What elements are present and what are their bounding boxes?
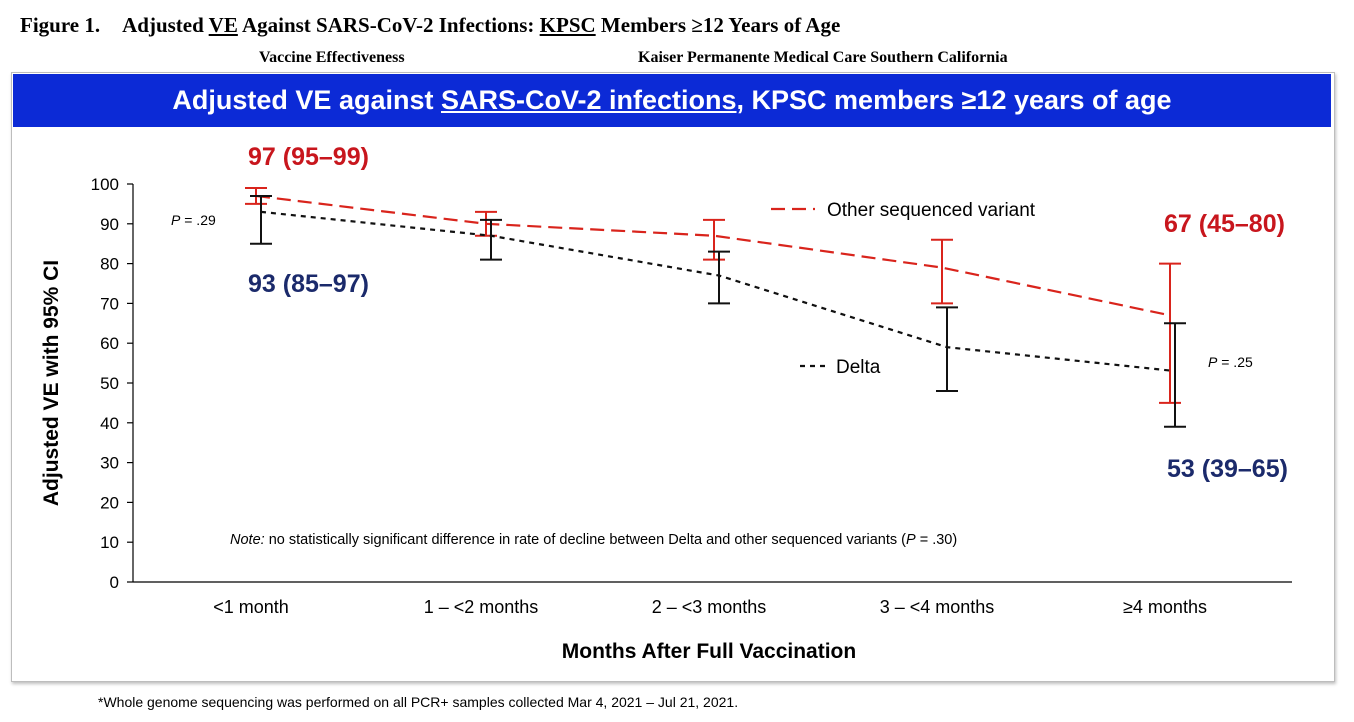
- figure-title-ve: VE: [208, 13, 238, 37]
- y-tick-label: 80: [100, 255, 119, 274]
- y-tick-label: 10: [100, 533, 119, 552]
- p-value-first: P = .29: [171, 212, 216, 228]
- y-tick-label: 50: [100, 374, 119, 393]
- x-tick-label: <1 month: [213, 597, 289, 617]
- y-tick-label: 30: [100, 454, 119, 473]
- banner-underlined: SARS-CoV-2 infections: [440, 85, 737, 115]
- y-tick-label: 40: [100, 414, 119, 433]
- y-tick-label: 0: [110, 573, 119, 592]
- y-tick-label: 20: [100, 493, 119, 512]
- annotation-blue-first: 93 (85–97): [248, 270, 369, 298]
- y-tick-label: 100: [91, 175, 119, 194]
- slide-banner: Adjusted VE against SARS-CoV-2 infection…: [13, 74, 1331, 127]
- annotation-blue-last: 53 (39–65): [1167, 455, 1288, 483]
- figure-title-part1: Adjusted: [122, 13, 209, 37]
- p-value-last: P = .25: [1208, 354, 1253, 370]
- figure-label: Figure 1.: [20, 13, 101, 37]
- footnote: *Whole genome sequencing was performed o…: [98, 694, 739, 710]
- x-tick-label: 3 – <4 months: [880, 597, 995, 617]
- figure-title: Figure 1. Adjusted VE Against SARS-CoV-2 …: [20, 13, 840, 38]
- annotation-red-last: 67 (45–80): [1164, 210, 1285, 238]
- y-tick-label: 70: [100, 294, 119, 313]
- banner-part2: , KPSC members ≥12 years of age: [736, 85, 1172, 115]
- x-axis-title: Months After Full Vaccination: [562, 640, 856, 663]
- series-line-other-variant: [255, 194, 1171, 317]
- legend-label-delta: Delta: [836, 357, 881, 378]
- y-tick-label: 90: [100, 215, 119, 234]
- x-tick-label: 2 – <3 months: [652, 597, 767, 617]
- figure-subtitle-ve: Vaccine Effectiveness: [259, 49, 405, 66]
- chart-note: Note: no statistically significant diffe…: [230, 532, 957, 548]
- x-tick-label: ≥4 months: [1123, 597, 1207, 617]
- figure-title-part3: Members ≥12 Years of Age: [595, 13, 841, 37]
- slide-frame: [11, 72, 1335, 682]
- annotation-red-first: 97 (95–99): [248, 143, 369, 171]
- figure-title-part2: Against SARS-CoV-2 Infections:: [237, 13, 540, 37]
- figure-subtitle-kpsc: Kaiser Permanente Medical Care Southern …: [638, 49, 1008, 66]
- figure-title-kpsc: KPSC: [539, 13, 596, 37]
- legend-label-other-variant: Other sequenced variant: [827, 200, 1036, 221]
- y-axis-title: Adjusted VE with 95% CI: [40, 260, 63, 506]
- y-tick-label: 60: [100, 334, 119, 353]
- banner-part1: Adjusted VE against: [172, 85, 441, 115]
- x-tick-label: 1 – <2 months: [424, 597, 539, 617]
